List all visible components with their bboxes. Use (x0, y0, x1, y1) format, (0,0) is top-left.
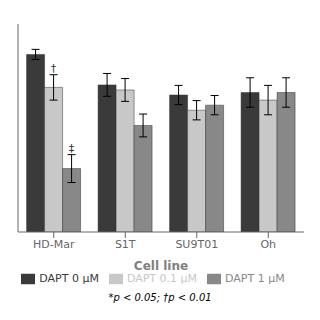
svg-text:Cell line: Cell line (134, 259, 188, 273)
html-text:*p < 0.05; †p < 0.01: *p < 0.05; †p < 0.01 (108, 292, 212, 303)
html-text:DAPT 0 μM: DAPT 0 μM (39, 272, 99, 285)
svg-text:S1T: S1T (115, 238, 136, 251)
svg-text:‡: ‡ (69, 142, 75, 155)
svg-text:SU9T01: SU9T01 (175, 238, 218, 251)
svg-text:†: † (51, 62, 57, 75)
html-text:DAPT 0.1 μM: DAPT 0.1 μM (126, 272, 198, 285)
svg-text:HD-Mar: HD-Mar (33, 238, 75, 251)
html-text:DAPT 1 μM: DAPT 1 μM (225, 272, 285, 285)
svg-text:Oh: Oh (260, 238, 276, 251)
